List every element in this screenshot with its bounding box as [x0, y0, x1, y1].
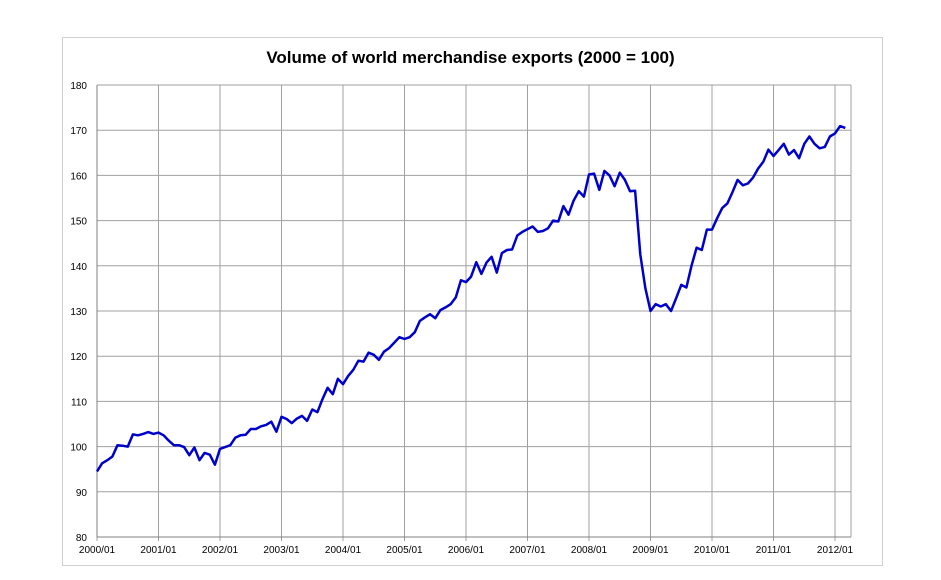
y-tick-label: 170: [70, 126, 87, 137]
x-tick-label: 2009/01: [632, 545, 669, 556]
y-tick-label: 100: [70, 443, 87, 454]
x-tick-label: 2000/01: [79, 545, 116, 556]
x-tick-label: 2012/01: [817, 545, 854, 556]
y-tick-label: 80: [76, 533, 88, 544]
y-tick-label: 150: [70, 217, 87, 228]
x-tick-label: 2005/01: [386, 545, 423, 556]
chart-frame: [62, 37, 883, 566]
y-tick-label: 120: [70, 352, 87, 363]
y-tick-label: 90: [76, 488, 88, 499]
y-tick-label: 180: [70, 81, 87, 92]
chart-title: Volume of world merchandise exports (200…: [266, 48, 675, 67]
x-tick-label: 2003/01: [263, 545, 300, 556]
x-tick-label: 2002/01: [202, 545, 239, 556]
x-tick-label: 2011/01: [756, 545, 792, 556]
x-tick-label: 2008/01: [571, 545, 608, 556]
x-tick-label: 2007/01: [509, 545, 546, 556]
x-tick-label: 2006/01: [448, 545, 485, 556]
y-tick-label: 130: [70, 307, 87, 318]
y-tick-label: 140: [70, 262, 87, 273]
x-tick-label: 2010/01: [694, 545, 731, 556]
series-line: [95, 124, 846, 473]
x-tick-label: 2001/01: [140, 545, 177, 556]
y-tick-label: 110: [71, 397, 87, 408]
x-tick-label: 2004/01: [325, 545, 362, 556]
y-tick-label: 160: [70, 171, 87, 182]
